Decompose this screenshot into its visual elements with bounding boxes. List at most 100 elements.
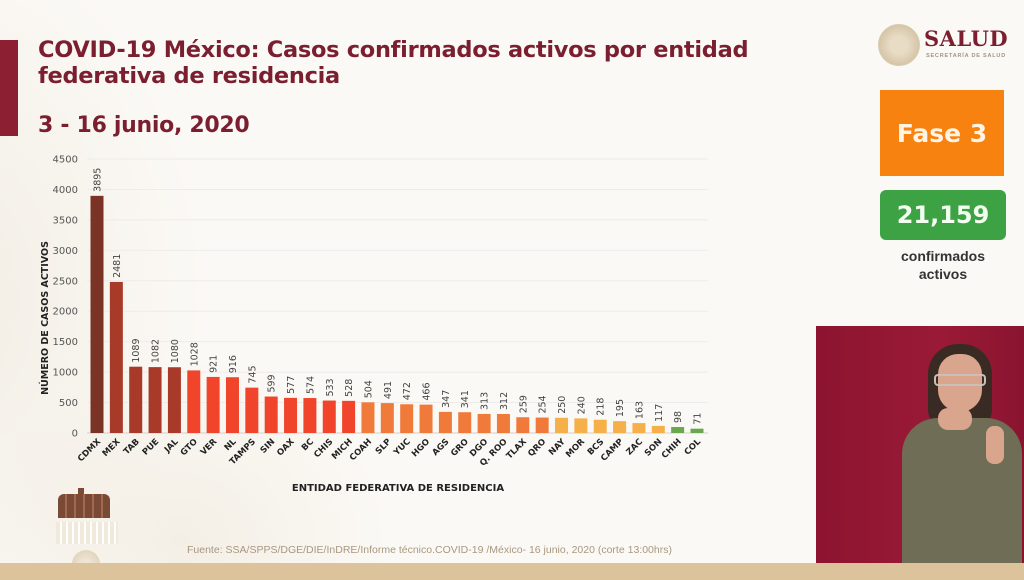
- y-tick-label: 3500: [53, 215, 78, 226]
- interpreter-body: [902, 418, 1022, 565]
- bar-nl: [225, 377, 239, 433]
- bar-tlax: [516, 417, 530, 433]
- y-tick-label: 1000: [53, 368, 78, 379]
- active-count-label: confirmados activos: [900, 248, 985, 282]
- y-axis-ticks: 0 500 1000 1500 2000 2500 3000 3500 4000 4500: [53, 155, 78, 440]
- x-tick-label: CDMX: [76, 437, 103, 464]
- bar-slp: [380, 403, 394, 433]
- value-label: 117: [654, 404, 665, 422]
- source-note: Fuente: SSA/SPPS/DGE/DIE/InDRE/Informe t…: [187, 544, 672, 556]
- value-label: 1089: [131, 339, 142, 363]
- bar-yuc: [400, 404, 414, 433]
- chart-title: COVID-19 México: Casos confirmados activ…: [38, 37, 749, 89]
- interpreter-face: [938, 354, 982, 412]
- value-label: 472: [402, 382, 413, 400]
- value-label: 2481: [112, 254, 123, 278]
- x-tick-label: OAX: [275, 437, 297, 459]
- y-tick-label: 2000: [53, 307, 78, 318]
- bar-pue: [148, 367, 162, 433]
- value-label: 1082: [151, 339, 162, 363]
- bar-qro: [535, 417, 549, 433]
- value-label: 250: [557, 396, 568, 414]
- value-label: 533: [325, 378, 336, 396]
- bar-son: [651, 425, 665, 433]
- value-label: 254: [538, 395, 549, 413]
- bar-oax: [284, 397, 298, 433]
- x-tick-label: MEX: [101, 437, 123, 459]
- x-tick-label: CHIH: [660, 437, 684, 461]
- sign-language-interpreter-video: [816, 326, 1024, 565]
- bar-camp: [613, 421, 627, 433]
- bar-tamps: [245, 387, 259, 433]
- bar-gro: [458, 412, 472, 433]
- bar-chart: 0 500 1000 1500 2000 2500 3000 3500 4000 4500 389…: [39, 155, 708, 494]
- bar-nay: [555, 417, 569, 433]
- value-label: 163: [634, 401, 645, 419]
- bar-chih: [671, 427, 685, 433]
- interpreter-hand: [938, 408, 972, 430]
- value-label: 921: [209, 355, 220, 373]
- value-label: 528: [344, 379, 355, 397]
- value-label: 218: [596, 398, 607, 416]
- bar-mex: [109, 281, 123, 433]
- x-tick-label: GTO: [179, 437, 200, 458]
- bar-mich: [342, 400, 356, 433]
- value-label: 347: [441, 390, 452, 408]
- value-label: 466: [422, 382, 433, 400]
- value-label: 98: [673, 411, 684, 423]
- value-label: 916: [228, 355, 239, 373]
- interpreter-hand: [986, 426, 1004, 464]
- logo-text: SALUD: [924, 26, 1009, 51]
- bars: [90, 195, 704, 433]
- x-tick-label: COL: [683, 437, 704, 458]
- x-tick-label: VER: [199, 437, 220, 458]
- bar-chis: [322, 400, 336, 433]
- x-tick-label: COAH: [348, 437, 374, 463]
- value-label: 195: [615, 399, 626, 417]
- bar-ver: [206, 376, 220, 433]
- bar-jal: [167, 367, 181, 433]
- x-tick-label: AGS: [431, 437, 452, 458]
- y-tick-label: 2500: [53, 276, 78, 287]
- bar-gto: [187, 370, 201, 433]
- x-axis-title: ENTIDAD FEDERATIVA DE RESIDENCIA: [292, 483, 504, 494]
- x-tick-label: ZAC: [625, 437, 645, 457]
- bar-tab: [129, 366, 143, 433]
- value-label: 491: [383, 381, 394, 399]
- y-tick-label: 0: [72, 429, 78, 440]
- value-label: 3895: [93, 168, 104, 192]
- date-range: 3 - 16 junio, 2020: [38, 113, 250, 138]
- value-label: 504: [363, 380, 374, 398]
- value-label: 240: [576, 396, 587, 414]
- x-tick-label: TLAX: [505, 437, 530, 462]
- emblem-tower: [78, 488, 84, 498]
- phase-badge: Fase 3: [880, 90, 1004, 176]
- accent-bar: [0, 40, 18, 136]
- value-label: 745: [247, 365, 258, 383]
- bar-sin: [264, 396, 278, 433]
- bar-mor: [574, 418, 588, 433]
- x-tick-label: SIN: [259, 437, 278, 456]
- y-axis-title: NÚMERO DE CASOS ACTIVOS: [39, 241, 51, 395]
- value-label: 313: [480, 392, 491, 410]
- value-label: 71: [693, 413, 704, 425]
- emblem-figures: [58, 494, 110, 518]
- value-label: 341: [460, 390, 471, 408]
- salud-logo: SALUD SECRETARÍA DE SALUD: [878, 24, 1024, 70]
- value-label: 599: [267, 374, 278, 392]
- logo-subtext: SECRETARÍA DE SALUD: [926, 53, 1006, 59]
- bar-bcs: [593, 419, 607, 433]
- x-tick-label: QRO: [526, 437, 548, 459]
- active-count-badge: 21,159: [880, 190, 1006, 240]
- national-emblem-icon: [878, 24, 920, 66]
- y-tick-label: 500: [59, 398, 78, 409]
- bar-dgo: [477, 413, 491, 433]
- x-tick-label: GRO: [449, 437, 471, 459]
- x-tick-label: TAB: [122, 437, 142, 457]
- y-tick-label: 3000: [53, 246, 78, 257]
- bar-hgo: [419, 404, 433, 433]
- bar-cdmx: [90, 195, 104, 433]
- value-labels: 3895 2481 1089 1082 1080 1028 921 916 745 599 577 5…: [93, 168, 704, 425]
- value-label: 259: [518, 395, 529, 413]
